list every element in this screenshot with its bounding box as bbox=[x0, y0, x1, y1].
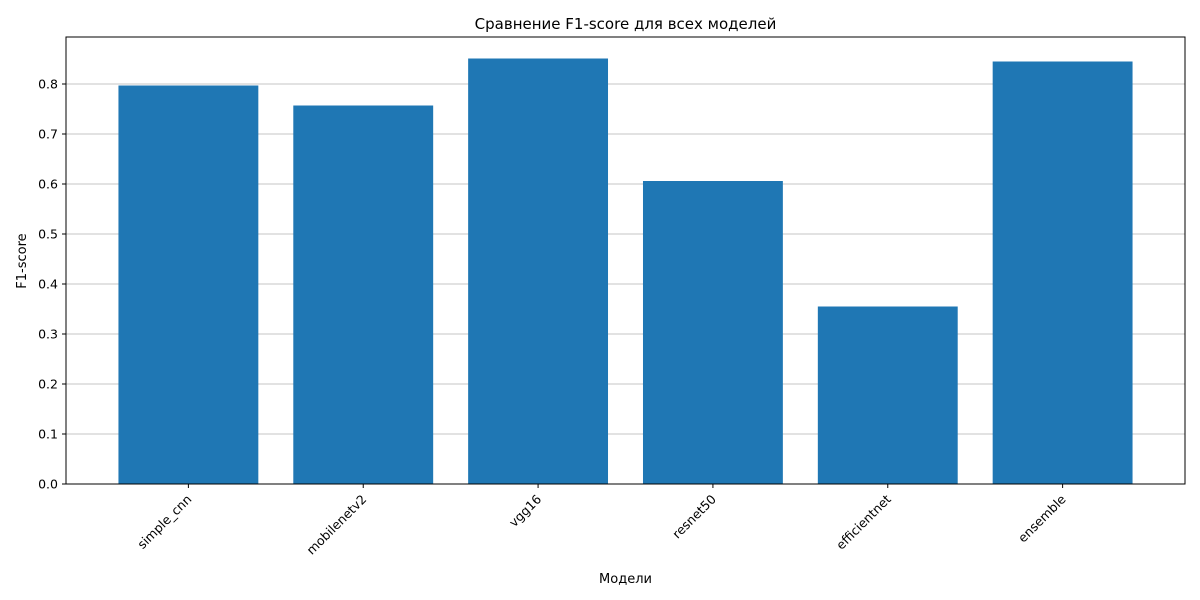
bar-simple_cnn bbox=[118, 85, 259, 484]
chart-title: Сравнение F1-score для всех моделей bbox=[475, 15, 777, 33]
bars bbox=[118, 58, 1133, 484]
y-axis-label: F1-score bbox=[15, 233, 30, 288]
bar-ensemble bbox=[992, 61, 1133, 484]
x-tick-label: ensemble bbox=[1015, 491, 1069, 545]
y-tick-label: 0.7 bbox=[38, 127, 58, 142]
x-tick-label: resnet50 bbox=[669, 491, 719, 541]
x-axis-ticks: simple_cnn mobilenetv2 vgg16 resnet50 effici… bbox=[134, 484, 1069, 557]
y-axis-ticks: 0.0 0.1 0.2 0.3 0.4 0.5 0.6 0.7 0.8 bbox=[38, 77, 66, 492]
y-tick-label: 0.0 bbox=[38, 477, 58, 492]
y-tick-label: 0.1 bbox=[38, 427, 58, 442]
x-tick-label: mobilenetv2 bbox=[303, 492, 369, 558]
y-tick-label: 0.5 bbox=[38, 227, 58, 242]
plot-frame bbox=[65, 36, 1186, 485]
bar-vgg16 bbox=[468, 58, 609, 484]
y-tick-label: 0.2 bbox=[38, 377, 58, 392]
bar-resnet50 bbox=[642, 181, 783, 484]
x-axis-label: Модели bbox=[599, 572, 652, 587]
y-tick-label: 0.4 bbox=[38, 277, 58, 292]
x-tick-label: vgg16 bbox=[506, 491, 544, 529]
y-tick-label: 0.8 bbox=[38, 77, 58, 92]
bar-mobilenetv2 bbox=[293, 105, 434, 484]
bar-efficientnet bbox=[817, 306, 958, 484]
x-tick-label: simple_cnn bbox=[134, 492, 194, 552]
x-tick-label: efficientnet bbox=[833, 491, 894, 552]
y-tick-label: 0.3 bbox=[38, 327, 58, 342]
y-tick-label: 0.6 bbox=[38, 177, 58, 192]
